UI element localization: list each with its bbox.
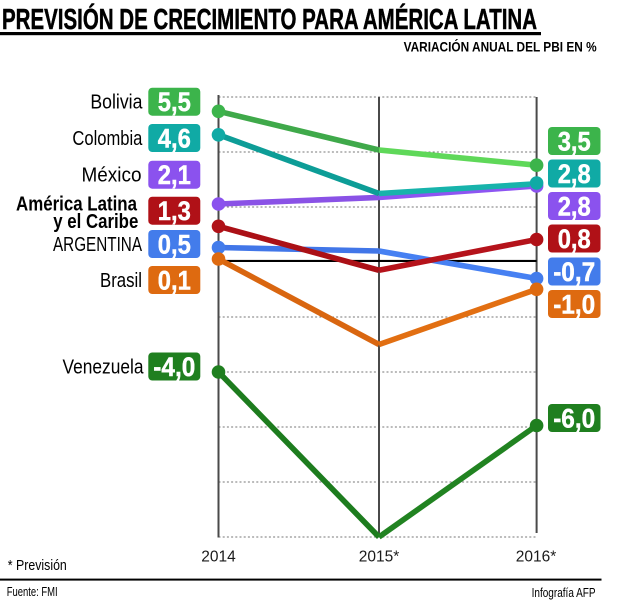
svg-text:3,5: 3,5 <box>558 127 591 157</box>
svg-text:2,8: 2,8 <box>558 159 591 189</box>
svg-text:4,6: 4,6 <box>158 124 191 154</box>
svg-text:México: México <box>82 165 142 187</box>
svg-text:-6,0: -6,0 <box>553 404 595 434</box>
svg-text:Venezuela: Venezuela <box>63 356 145 378</box>
svg-text:ARGENTINA: ARGENTINA <box>53 234 142 256</box>
svg-text:Colombia: Colombia <box>72 128 143 150</box>
svg-text:América Latina: América Latina <box>16 194 138 216</box>
svg-text:* Previsión: * Previsión <box>8 557 67 574</box>
svg-text:2,8: 2,8 <box>558 192 591 222</box>
svg-text:2014: 2014 <box>201 548 236 565</box>
svg-text:2016*: 2016* <box>516 548 557 565</box>
svg-text:y el Caribe: y el Caribe <box>53 211 138 233</box>
svg-text:Brasil: Brasil <box>100 270 142 292</box>
svg-text:1,3: 1,3 <box>158 196 191 226</box>
svg-text:PREVISIÓN DE CRECIMIENTO PARA: PREVISIÓN DE CRECIMIENTO PARA AMÉRICA LA… <box>2 4 537 36</box>
svg-text:Infografía AFP: Infografía AFP <box>532 585 596 600</box>
svg-text:-1,0: -1,0 <box>553 290 595 320</box>
svg-text:Bolivia: Bolivia <box>90 92 143 114</box>
svg-text:-4,0: -4,0 <box>153 352 195 382</box>
svg-text:5,5: 5,5 <box>158 87 191 117</box>
svg-text:Fuente: FMI: Fuente: FMI <box>7 585 58 599</box>
svg-text:2,1: 2,1 <box>158 160 191 190</box>
svg-text:2015*: 2015* <box>359 548 400 565</box>
svg-text:0,5: 0,5 <box>158 230 191 260</box>
svg-text:0,8: 0,8 <box>558 224 591 254</box>
svg-text:VARIACIÓN ANUAL DEL PBI EN %: VARIACIÓN ANUAL DEL PBI EN % <box>404 38 597 55</box>
svg-text:0,1: 0,1 <box>158 266 191 296</box>
svg-text:-0,7: -0,7 <box>553 257 595 287</box>
